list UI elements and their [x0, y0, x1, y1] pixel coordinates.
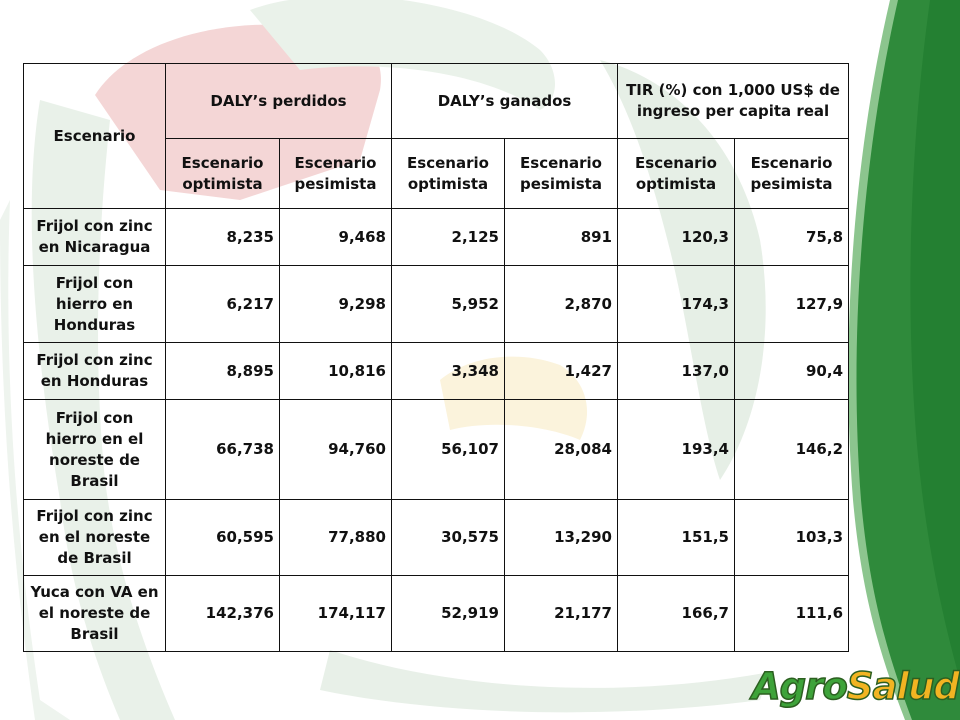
value-cell: 52,919 — [391, 575, 505, 652]
group-header-text: TIR (%) con 1,000 US$ de ingreso per cap… — [626, 81, 840, 120]
group-header-tir: TIR (%) con 1,000 US$ de ingreso per cap… — [616, 63, 850, 139]
group-header-daly-gained: DALY’s ganados — [391, 63, 618, 139]
value-cell: 21,177 — [504, 575, 618, 652]
subheader-cell: Escenario pesimista — [279, 138, 392, 209]
table-row: Frijol con hierro en Honduras 6,217 9,29… — [23, 265, 850, 343]
table-row: Yuca con VA en el noreste de Brasil 142,… — [23, 575, 850, 652]
value-cell: 151,5 — [617, 499, 735, 576]
value-cell: 137,0 — [617, 342, 735, 400]
table-row: Frijol con hierro en el noreste de Brasi… — [23, 399, 850, 500]
scenario-header: Escenario — [23, 63, 166, 209]
row-label-text: Frijol con zinc en el noreste de Brasil — [36, 507, 153, 567]
value-cell: 193,4 — [617, 399, 735, 500]
value-cell: 6,217 — [165, 265, 280, 343]
value-cell: 13,290 — [504, 499, 618, 576]
value-cell: 3,348 — [391, 342, 505, 400]
subheader-cell: Escenario optimista — [391, 138, 505, 209]
value-cell: 174,3 — [617, 265, 735, 343]
row-label: Yuca con VA en el noreste de Brasil — [23, 575, 166, 652]
subheader-row: Escenario optimista Escenario pesimista … — [24, 138, 850, 209]
row-label-text: Frijol con hierro en Honduras — [53, 273, 136, 334]
value-cell: 111,6 — [733, 575, 850, 652]
daly-table: Escenario DALY’s perdidos DALY’s ganados… — [23, 63, 850, 652]
row-label-text: Frijol con zinc en Honduras — [36, 351, 153, 390]
subheader-text: Escenario pesimista — [520, 153, 602, 193]
row-label: Frijol con zinc en Honduras — [23, 342, 166, 400]
value-cell: 66,738 — [165, 399, 280, 500]
group-header-daly-lost: DALY’s perdidos — [165, 63, 392, 139]
value-cell: 1,427 — [504, 342, 618, 400]
value-cell: 891 — [504, 208, 618, 266]
value-cell: 60,595 — [165, 499, 280, 576]
table-row: Frijol con zinc en el noreste de Brasil … — [23, 499, 850, 576]
header-row: Escenario DALY’s perdidos DALY’s ganados… — [23, 63, 850, 209]
subheader-text: Escenario optimista — [407, 153, 489, 193]
row-label: Frijol con hierro en Honduras — [23, 265, 166, 343]
table-row: Frijol con zinc en Honduras 8,895 10,816… — [23, 342, 850, 400]
row-label-text: Frijol con zinc en Nicaragua — [36, 217, 153, 256]
row-label-text: Yuca con VA en el noreste de Brasil — [30, 583, 159, 643]
row-label: Frijol con hierro en el noreste de Brasi… — [23, 399, 166, 500]
table-row: Frijol con zinc en Nicaragua 8,235 9,468… — [23, 208, 850, 266]
value-cell: 142,376 — [165, 575, 280, 652]
row-label: Frijol con zinc en Nicaragua — [23, 208, 166, 266]
logo-salud-text: Salud — [846, 664, 960, 709]
subheader-cell: Escenario optimista — [165, 138, 280, 209]
scenario-header-text: Escenario — [53, 126, 136, 145]
subheader-cell: Escenario pesimista — [504, 138, 618, 209]
value-cell: 75,8 — [733, 208, 850, 266]
value-cell: 120,3 — [617, 208, 735, 266]
value-cell: 10,816 — [279, 342, 392, 400]
value-cell: 103,3 — [733, 499, 850, 576]
value-cell: 5,952 — [391, 265, 505, 343]
logo-agro-text: Agro — [751, 664, 848, 709]
value-cell: 2,125 — [391, 208, 505, 266]
subheader-text: Escenario pesimista — [750, 153, 833, 193]
value-cell: 90,4 — [733, 342, 850, 400]
subheader-text: Escenario optimista — [181, 153, 264, 193]
value-cell: 9,298 — [279, 265, 392, 343]
group-header-text: DALY’s ganados — [437, 91, 572, 110]
value-cell: 30,575 — [391, 499, 505, 576]
value-cell: 166,7 — [617, 575, 735, 652]
subheader-cell: Escenario optimista — [617, 138, 735, 209]
subheader-cell: Escenario pesimista — [733, 138, 850, 209]
value-cell: 146,2 — [733, 399, 850, 500]
value-cell: 174,117 — [279, 575, 392, 652]
agrosalud-logo: AgroSalud — [751, 662, 960, 712]
value-cell: 8,895 — [165, 342, 280, 400]
value-cell: 94,760 — [279, 399, 392, 500]
value-cell: 127,9 — [733, 265, 850, 343]
subheader-text: Escenario pesimista — [294, 153, 377, 193]
group-header-text: DALY’s perdidos — [210, 91, 347, 110]
value-cell: 77,880 — [279, 499, 392, 576]
subheader-text: Escenario optimista — [635, 153, 717, 193]
value-cell: 28,084 — [504, 399, 618, 500]
value-cell: 9,468 — [279, 208, 392, 266]
value-cell: 56,107 — [391, 399, 505, 500]
value-cell: 8,235 — [165, 208, 280, 266]
row-label-text: Frijol con hierro en el noreste de Brasi… — [45, 408, 144, 490]
row-label: Frijol con zinc en el noreste de Brasil — [23, 499, 166, 576]
value-cell: 2,870 — [504, 265, 618, 343]
